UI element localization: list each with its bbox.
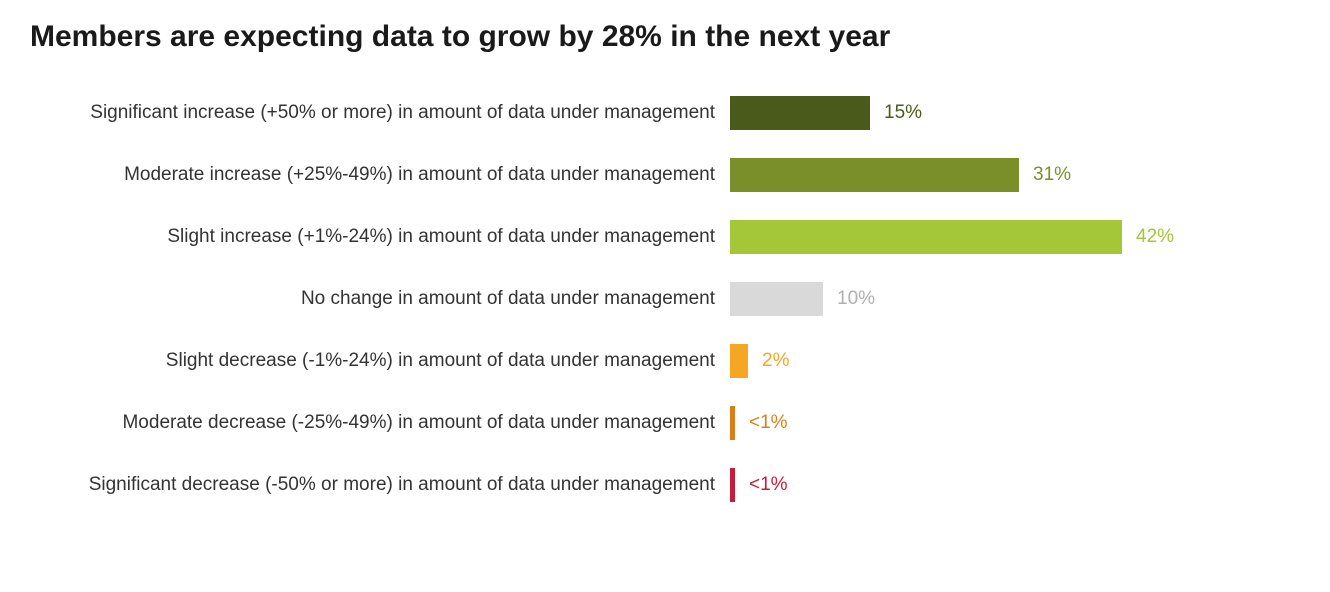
bar-row: Moderate decrease (-25%-49%) in amount o… — [30, 404, 1300, 442]
bar-fill — [730, 406, 735, 440]
bar-label: Moderate decrease (-25%-49%) in amount o… — [30, 412, 730, 434]
bar-value: <1% — [749, 412, 788, 434]
bar-value: <1% — [749, 474, 788, 496]
bar-value: 31% — [1033, 164, 1071, 186]
bar-fill — [730, 158, 1019, 192]
bar-chart: Significant increase (+50% or more) in a… — [30, 94, 1300, 504]
bar-label: Significant decrease (-50% or more) in a… — [30, 474, 730, 496]
chart-title: Members are expecting data to grow by 28… — [30, 20, 1300, 54]
bar-row: Significant increase (+50% or more) in a… — [30, 94, 1300, 132]
bar-label: Slight increase (+1%-24%) in amount of d… — [30, 226, 730, 248]
bar-fill — [730, 96, 870, 130]
bar-row: Slight decrease (-1%-24%) in amount of d… — [30, 342, 1300, 380]
bar-row: Significant decrease (-50% or more) in a… — [30, 466, 1300, 504]
bar-fill — [730, 220, 1122, 254]
bar-track: <1% — [730, 404, 1300, 442]
bar-track: 15% — [730, 94, 1300, 132]
bar-track: 31% — [730, 156, 1300, 194]
bar-track: 42% — [730, 218, 1300, 256]
bar-value: 42% — [1136, 226, 1174, 248]
bar-fill — [730, 282, 823, 316]
bar-label: Significant increase (+50% or more) in a… — [30, 102, 730, 124]
bar-track: 2% — [730, 342, 1300, 380]
bar-track: <1% — [730, 466, 1300, 504]
bar-fill — [730, 468, 735, 502]
bar-label: Slight decrease (-1%-24%) in amount of d… — [30, 350, 730, 372]
bar-value: 10% — [837, 288, 875, 310]
bar-value: 2% — [762, 350, 789, 372]
bar-row: Slight increase (+1%-24%) in amount of d… — [30, 218, 1300, 256]
bar-label: No change in amount of data under manage… — [30, 288, 730, 310]
bar-label: Moderate increase (+25%-49%) in amount o… — [30, 164, 730, 186]
bar-row: No change in amount of data under manage… — [30, 280, 1300, 318]
bar-fill — [730, 344, 748, 378]
bar-row: Moderate increase (+25%-49%) in amount o… — [30, 156, 1300, 194]
bar-value: 15% — [884, 102, 922, 124]
bar-track: 10% — [730, 280, 1300, 318]
